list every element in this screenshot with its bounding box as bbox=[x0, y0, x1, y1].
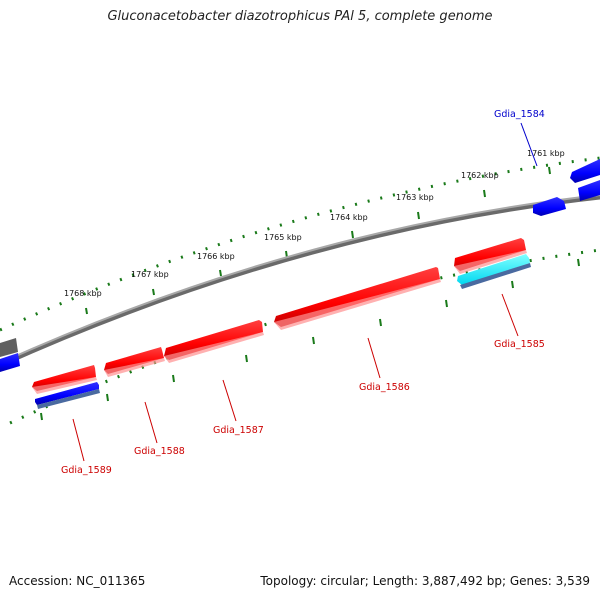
gene-arrow-gray[interactable] bbox=[0, 338, 18, 357]
leader-gdia-1587 bbox=[222, 379, 237, 422]
kbp-labels: 1761 kbp 1762 kbp 1763 kbp 1764 kbp 1765… bbox=[64, 149, 565, 298]
gene-arrow-shadow bbox=[32, 377, 97, 394]
gene-labels: Gdia_1584 Gdia_1585 Gdia_1586 Gdia_1587 … bbox=[61, 109, 545, 476]
leader-gdia-1584 bbox=[520, 122, 538, 167]
genome-backbone bbox=[0, 194, 600, 368]
kbp-label: 1766 kbp bbox=[197, 252, 235, 261]
reverse-feature-gdia-1589[interactable] bbox=[35, 382, 99, 405]
backbone-shadow bbox=[0, 194, 600, 368]
kbp-major-tick bbox=[85, 307, 88, 315]
label-leaders bbox=[72, 122, 538, 462]
kbp-major-tick bbox=[445, 299, 448, 308]
kbp-major-tick bbox=[417, 211, 420, 220]
kbp-label: 1767 kbp bbox=[131, 270, 169, 279]
kbp-label: 1763 kbp bbox=[396, 193, 434, 202]
gene-label-gdia-1586[interactable]: Gdia_1586 bbox=[359, 382, 410, 393]
gene-label-gdia-1585[interactable]: Gdia_1585 bbox=[494, 339, 545, 350]
rna-feature-gdia-1585[interactable] bbox=[457, 254, 530, 285]
kbp-major-tick bbox=[106, 393, 109, 402]
leader-gdia-1589 bbox=[72, 418, 85, 462]
leader-gdia-1586 bbox=[367, 337, 381, 379]
kbp-major-tick bbox=[577, 258, 580, 267]
inner-tick-ring bbox=[9, 248, 600, 425]
kbp-major-tick bbox=[152, 288, 155, 296]
gene-label-gdia-1584[interactable]: Gdia_1584 bbox=[494, 109, 545, 120]
secondary-features bbox=[35, 254, 531, 409]
inner-dotted-ring bbox=[9, 248, 600, 425]
cds-feature-gdia-1589[interactable] bbox=[37, 389, 100, 409]
outer-tick-ring bbox=[0, 156, 600, 332]
leader-gdia-1585 bbox=[501, 293, 519, 337]
leader-gdia-1588 bbox=[144, 401, 158, 444]
gene-arrow-shadow bbox=[454, 250, 527, 274]
kbp-major-tick bbox=[548, 166, 551, 175]
gene-arrow-reverse[interactable] bbox=[570, 159, 600, 183]
gene-arrow-reverse[interactable] bbox=[533, 197, 566, 216]
kbp-label: 1768 kbp bbox=[64, 289, 102, 298]
kbp-major-tick bbox=[245, 354, 248, 363]
gene-label-gdia-1587[interactable]: Gdia_1587 bbox=[213, 425, 264, 436]
left-edge-genes bbox=[0, 338, 20, 372]
reverse-genes-right bbox=[533, 159, 600, 216]
gene-label-gdia-1589[interactable]: Gdia_1589 bbox=[61, 465, 112, 476]
accession-text: Accession: NC_011365 bbox=[9, 574, 146, 588]
gene-arrow-reverse[interactable] bbox=[578, 180, 600, 201]
kbp-major-tick bbox=[219, 269, 222, 277]
cds-feature-gdia-1585[interactable] bbox=[460, 263, 531, 289]
kbp-major-tick bbox=[172, 374, 175, 383]
kbp-major-tick bbox=[312, 336, 315, 345]
kbp-label: 1765 kbp bbox=[264, 233, 302, 242]
backbone-highlight bbox=[0, 194, 600, 364]
kbp-major-tick bbox=[379, 318, 382, 327]
gene-arrow-shadow bbox=[164, 332, 264, 363]
gene-arrow-shadow bbox=[104, 358, 165, 377]
map-title: Gluconacetobacter diazotrophicus PAl 5, … bbox=[107, 9, 493, 24]
gene-arrow-reverse[interactable] bbox=[0, 353, 20, 372]
kbp-major-tick bbox=[483, 189, 486, 198]
kbp-label: 1764 kbp bbox=[330, 213, 368, 222]
kbp-major-tick bbox=[351, 230, 354, 239]
genome-summary-text: Topology: circular; Length: 3,887,492 bp… bbox=[260, 574, 590, 588]
kbp-label: 1761 kbp bbox=[527, 149, 565, 158]
gene-arrow-shadow bbox=[274, 279, 441, 330]
kbp-major-tick bbox=[40, 412, 43, 421]
forward-genes bbox=[32, 238, 527, 394]
kbp-major-tick bbox=[511, 280, 514, 289]
gene-label-gdia-1588[interactable]: Gdia_1588 bbox=[134, 446, 185, 457]
outer-dotted-ring bbox=[0, 156, 600, 332]
kbp-label: 1762 kbp bbox=[461, 171, 499, 180]
